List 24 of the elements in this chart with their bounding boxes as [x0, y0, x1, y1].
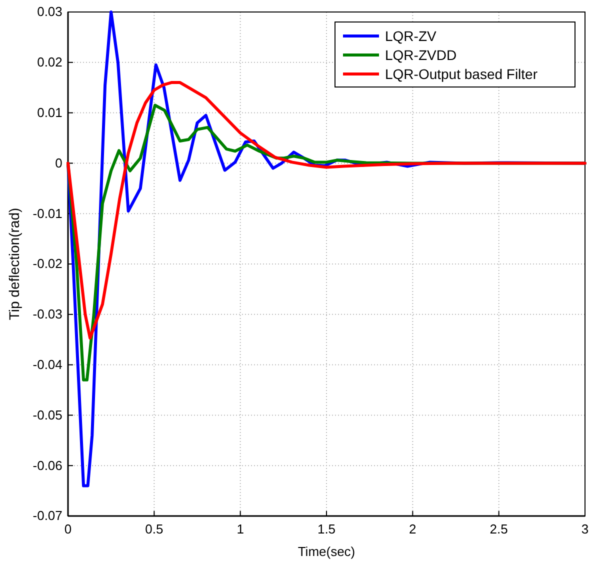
y-tick-label: 0.03: [37, 4, 62, 20]
legend-label: LQR-ZV: [385, 28, 437, 44]
line-series: [66, 81, 586, 340]
x-tick-label: 1: [236, 521, 244, 536]
y-tick-label: 0.02: [37, 54, 62, 70]
x-tick-label: 3: [581, 521, 589, 536]
y-tick-label: 0: [55, 155, 62, 170]
legend-label: LQR-Output based Filter: [385, 66, 538, 82]
y-tick-label: -0.03: [32, 306, 62, 322]
x-tick-label: 2.5: [490, 521, 508, 536]
y-tick-label: -0.02: [32, 256, 62, 272]
x-tick-label: 2: [409, 521, 416, 536]
y-tick-label: -0.07: [32, 508, 62, 524]
x-axis-title: Time(sec): [298, 544, 356, 559]
y-tick-label: -0.01: [32, 206, 62, 221]
y-tick-label: -0.05: [32, 407, 62, 422]
y-tick-label: -0.04: [32, 356, 62, 372]
x-tick-label: 1.5: [317, 521, 336, 536]
x-tick-label: 0: [64, 521, 72, 536]
y-axis-title: Tip deflection(rad): [6, 208, 22, 320]
y-tick-label: -0.06: [32, 458, 62, 473]
y-tick-label: 0.01: [37, 104, 62, 120]
legend-label: LQR-ZVDD: [385, 47, 457, 63]
x-tick-label: 0.5: [145, 521, 164, 536]
